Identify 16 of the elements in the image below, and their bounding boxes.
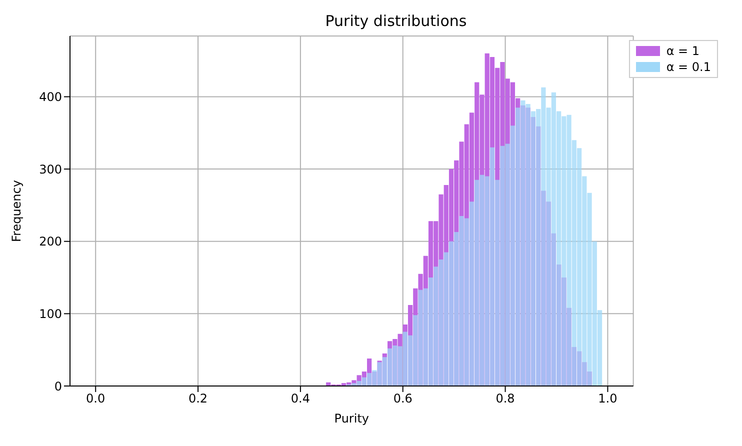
x-tick-label: 0.8 — [496, 392, 515, 406]
y-axis-title: Frequency — [9, 180, 24, 242]
x-tick-label: 0.2 — [188, 392, 208, 406]
y-tick-label: 0 — [54, 379, 62, 394]
x-tick-label: 0.0 — [86, 392, 106, 406]
x-tick-label: 0.4 — [290, 392, 310, 406]
y-tick-label: 300 — [39, 162, 62, 176]
chart-title: Purity distributions — [324, 12, 468, 30]
y-tick-label: 100 — [39, 306, 62, 321]
legend-label: α = 0.1 — [666, 59, 711, 75]
x-axis-title: Purity — [334, 412, 370, 426]
y-tick-label: 200 — [39, 234, 62, 249]
legend-label: α = 1 — [666, 43, 700, 59]
y-tick-label: 400 — [39, 90, 62, 104]
x-tick-label: 1.0 — [598, 392, 618, 406]
x-tick-label: 0.6 — [393, 392, 412, 406]
